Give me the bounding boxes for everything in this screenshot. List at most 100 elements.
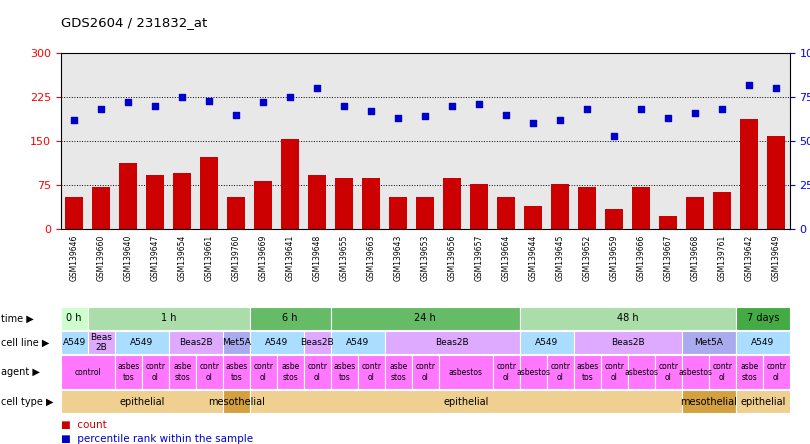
- Text: asbes
tos: asbes tos: [576, 362, 599, 382]
- Bar: [115, 331, 168, 354]
- Point: [149, 103, 162, 110]
- Bar: [282, 139, 299, 229]
- Bar: [168, 355, 196, 389]
- Bar: [249, 355, 277, 389]
- Point: [419, 113, 432, 120]
- Point: [284, 94, 296, 101]
- Point: [311, 85, 324, 92]
- Point: [500, 111, 513, 118]
- Bar: [578, 186, 596, 229]
- Text: contr
ol: contr ol: [361, 362, 382, 382]
- Text: 6 h: 6 h: [283, 313, 298, 323]
- Point: [257, 99, 270, 106]
- Text: Beas2B: Beas2B: [611, 338, 645, 347]
- Text: A549: A549: [535, 338, 558, 347]
- Bar: [411, 355, 439, 389]
- Point: [95, 106, 108, 113]
- Bar: [249, 331, 304, 354]
- Text: agent ▶: agent ▶: [1, 367, 40, 377]
- Bar: [633, 186, 650, 229]
- Point: [364, 107, 377, 115]
- Bar: [654, 355, 682, 389]
- Point: [743, 81, 756, 88]
- Point: [608, 132, 620, 139]
- Text: 48 h: 48 h: [617, 313, 638, 323]
- Bar: [196, 355, 223, 389]
- Text: asbe
stos: asbe stos: [389, 362, 407, 382]
- Bar: [201, 157, 218, 229]
- Text: asbe
stos: asbe stos: [281, 362, 300, 382]
- Point: [68, 116, 81, 123]
- Bar: [330, 307, 520, 330]
- Bar: [547, 355, 573, 389]
- Point: [688, 109, 701, 116]
- Bar: [471, 184, 488, 229]
- Text: 1 h: 1 h: [161, 313, 177, 323]
- Bar: [573, 331, 682, 354]
- Bar: [61, 331, 87, 354]
- Bar: [249, 390, 682, 413]
- Text: contr
ol: contr ol: [604, 362, 625, 382]
- Point: [526, 120, 539, 127]
- Bar: [416, 197, 434, 229]
- Point: [554, 116, 567, 123]
- Text: Beas2B: Beas2B: [179, 338, 212, 347]
- Bar: [628, 355, 654, 389]
- Bar: [335, 178, 353, 229]
- Text: contr
ol: contr ol: [199, 362, 220, 382]
- Bar: [682, 331, 735, 354]
- Text: A549: A549: [130, 338, 153, 347]
- Text: A549: A549: [62, 338, 86, 347]
- Text: control: control: [75, 368, 101, 377]
- Bar: [687, 197, 704, 229]
- Text: contr
ol: contr ol: [145, 362, 165, 382]
- Bar: [390, 197, 407, 229]
- Text: 7 days: 7 days: [747, 313, 779, 323]
- Text: epithelial: epithelial: [119, 397, 164, 407]
- Bar: [492, 355, 520, 389]
- Bar: [223, 331, 249, 354]
- Bar: [444, 178, 461, 229]
- Bar: [606, 210, 623, 229]
- Text: 24 h: 24 h: [415, 313, 436, 323]
- Text: asbes
tos: asbes tos: [117, 362, 139, 382]
- Bar: [61, 307, 87, 330]
- Bar: [142, 355, 168, 389]
- Bar: [330, 331, 385, 354]
- Bar: [304, 331, 330, 354]
- Text: asbestos: asbestos: [449, 368, 483, 377]
- Bar: [520, 331, 573, 354]
- Bar: [61, 390, 223, 413]
- Text: cell type ▶: cell type ▶: [1, 397, 53, 407]
- Bar: [254, 181, 272, 229]
- Text: asbe
stos: asbe stos: [173, 362, 191, 382]
- Bar: [147, 175, 164, 229]
- Bar: [249, 307, 330, 330]
- Text: mesothelial: mesothelial: [208, 397, 265, 407]
- Text: contr
ol: contr ol: [766, 362, 787, 382]
- Bar: [120, 163, 137, 229]
- Text: A549: A549: [751, 338, 774, 347]
- Bar: [714, 192, 731, 229]
- Text: contr
ol: contr ol: [659, 362, 678, 382]
- Bar: [601, 355, 628, 389]
- Text: A549: A549: [265, 338, 288, 347]
- Bar: [682, 355, 709, 389]
- Point: [202, 97, 215, 104]
- Point: [473, 101, 486, 108]
- Point: [581, 106, 594, 113]
- Text: asbes
tos: asbes tos: [333, 362, 356, 382]
- Point: [446, 103, 458, 110]
- Bar: [385, 331, 520, 354]
- Bar: [659, 216, 677, 229]
- Bar: [358, 355, 385, 389]
- Text: asbestos: asbestos: [678, 368, 712, 377]
- Bar: [309, 175, 326, 229]
- Bar: [497, 197, 515, 229]
- Bar: [115, 355, 142, 389]
- Bar: [330, 355, 358, 389]
- Point: [635, 106, 648, 113]
- Bar: [525, 206, 542, 229]
- Bar: [66, 197, 83, 229]
- Bar: [735, 390, 790, 413]
